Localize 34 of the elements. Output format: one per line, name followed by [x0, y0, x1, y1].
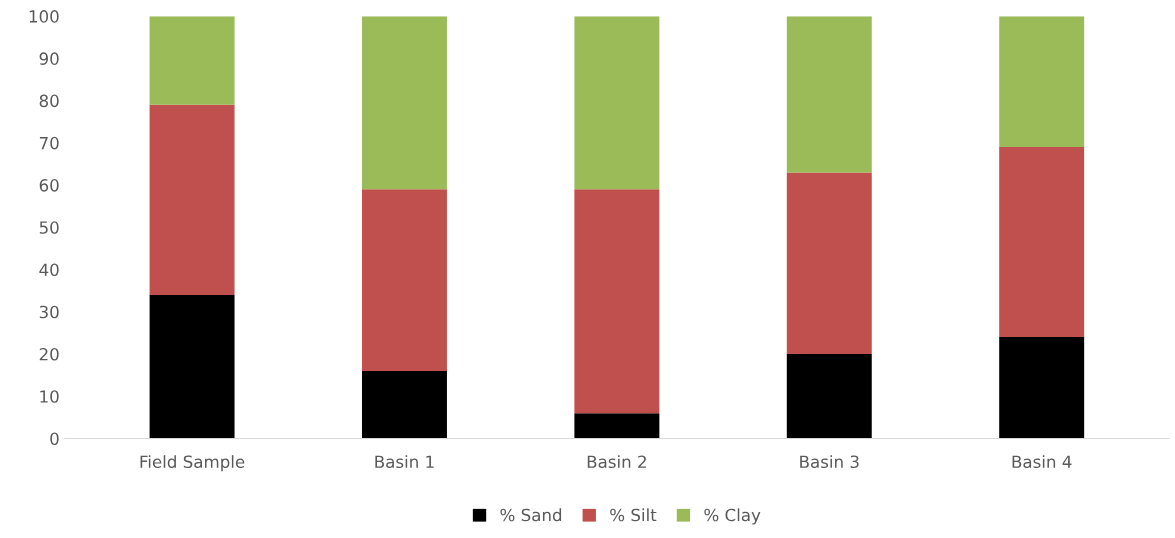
- bar: [574, 16, 660, 190]
- legend-label: % Sand: [500, 508, 562, 522]
- y-tick-label: 0: [50, 432, 59, 446]
- y-tick-label: 70: [39, 136, 59, 150]
- y-tick-label: 80: [39, 94, 59, 108]
- bar: [149, 294, 235, 439]
- y-tick-label: 100: [29, 10, 59, 23]
- x-tick-label: Basin 3: [800, 455, 859, 469]
- bar: [786, 354, 872, 439]
- y-tick-label: 20: [39, 347, 59, 361]
- bar: [361, 370, 447, 439]
- bar: [574, 413, 660, 439]
- bar: [786, 172, 872, 354]
- bar: [999, 147, 1085, 338]
- y-tick-label: 10: [40, 390, 59, 403]
- legend-label: % Silt: [610, 508, 657, 522]
- bar: [361, 16, 447, 190]
- bar: [574, 189, 660, 414]
- bar: [999, 337, 1085, 439]
- x-tick-label: Basin 4: [1012, 455, 1072, 469]
- bar: [149, 16, 235, 105]
- legend-label: % Clay: [704, 508, 761, 525]
- y-tick-label: 90: [39, 52, 59, 65]
- bar: [361, 189, 447, 371]
- bar: [999, 16, 1085, 148]
- y-tick-label: 50: [39, 221, 59, 234]
- x-tick-label: Field Sample: [140, 455, 245, 472]
- y-tick-label: 40: [39, 263, 59, 277]
- y-tick-label: 30: [39, 305, 59, 319]
- x-tick-label: Basin 2: [587, 455, 646, 469]
- x-tick-label: Basin 1: [375, 455, 434, 469]
- y-tick-label: 60: [39, 179, 59, 192]
- bar: [149, 104, 235, 295]
- bar: [786, 16, 872, 173]
